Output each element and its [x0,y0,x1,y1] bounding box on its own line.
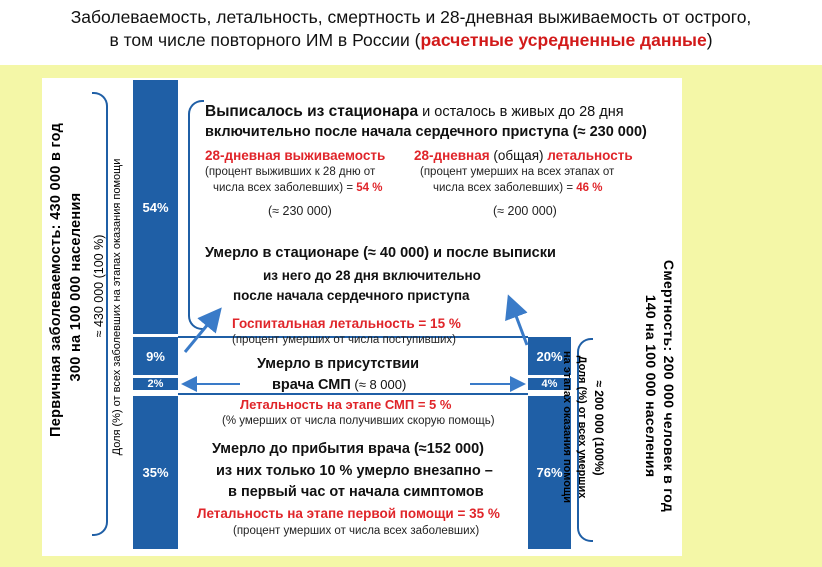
left-bar-2: 2% [133,378,178,390]
died-before-line1: Умерло до прибытия врача (≈152 000) [212,441,484,457]
page-title: Заболеваемость, летальность, смертность … [8,6,814,58]
title-highlight: расчетные усредненные данные [420,30,707,50]
discharged-line1: Выписалось из стационара и осталось в жи… [205,103,624,121]
died-hospital-line2: из него до 28 дня включительно [263,268,481,283]
right-axis-sub-line2: Доля (%) от всех умерших [576,355,588,499]
survival-approx: (≈ 230 000) [268,204,332,218]
lethality28-title-a: 28-дневная [414,148,490,163]
survival-note1: (процент выживших к 28 дню от [205,166,376,178]
first-aid-lethality: Летальность на этапе первой помощи = 35 … [197,506,500,521]
lethality28-note2: числа всех заболевших) = 46 % [433,182,602,194]
hospital-lethality-label: Госпитальная летальность [232,316,415,331]
died-before-line2: из них только 10 % умерло внезапно – [216,463,493,479]
lethality28-value: 46 % [576,182,603,194]
title-line-2-suffix: ) [706,30,713,50]
ems-lethality: Летальность на этапе СМП = 5 % [240,397,452,412]
first-aid-lethality-note: (процент умерших от числа всех заболевши… [233,525,480,537]
left-bar-54: 54% [133,80,178,334]
discharged-rest: и осталось в живых до 28 дня [418,104,624,120]
title-line-1: Заболеваемость, летальность, смертность … [70,7,752,27]
lethality28-title: 28-дневная (общая) летальность [414,148,633,163]
ems-lethality-note: (% умерших от числа получивших скорую по… [222,415,495,427]
survival-value: 54 % [356,182,383,194]
right-axis-main-line2: 140 на 100 000 населения [643,294,659,478]
title-line-2-prefix: в том числе повторного ИМ в России ( [109,30,421,50]
died-ems-line1: Умерло в присутствии [257,356,420,372]
separator-mid [178,393,528,395]
died-ems-rest: (≈ 8 000) [350,377,407,392]
right-brace [577,338,593,542]
right-axis-sub-line3: на этапах оказания помощи [561,351,573,503]
discharged-bold: Выписалось из стационара [205,103,419,120]
died-ems-bold: врача СМП [272,377,351,393]
lethality28-note2-prefix: числа всех заболевших) = [433,182,577,194]
left-bar-9: 9% [133,337,178,375]
discharged-line2: включительно после начала сердечного при… [205,124,647,140]
lethality28-approx: (≈ 200 000) [493,204,557,218]
right-axis-main-line1: Смертность: 200 000 человек в год [661,259,677,513]
upper-brace [188,100,204,330]
died-ems-line2: врача СМП (≈ 8 000) [272,377,406,393]
hospital-lethality: Госпитальная летальность = 15 % [232,316,461,331]
hospital-lethality-note: (процент умерших от числа поступивших) [232,334,457,346]
left-brace [92,92,108,536]
lethality28-title-c: летальность [547,148,633,163]
title-line-2: в том числе повторного ИМ в России (расч… [8,29,814,52]
right-bar-20: 20% [528,337,571,375]
separator-top [178,336,528,338]
left-axis-main-line1: Первичная заболеваемость: 430 000 в год [48,122,64,437]
died-hospital-line3: после начала сердечного приступа [233,288,470,303]
lethality28-note1: (процент умерших на всех этапах от [420,166,615,178]
right-bar-76: 76% [528,396,571,549]
hospital-lethality-value: = 15 % [414,316,461,331]
left-axis-main-line2: 300 на 100 000 населения [68,192,84,382]
right-bar-4: 4% [528,378,571,390]
left-bar-35: 35% [133,396,178,549]
survival-title: 28-дневная выживаемость [205,148,386,163]
left-axis-sub-line2: Доля (%) от всех заболевших на этапах ок… [111,158,123,456]
died-before-line3: в первый час от начала симптомов [228,484,484,500]
died-hospital-line1: Умерло в стационаре (≈ 40 000) и после в… [205,245,556,261]
lethality28-title-b: (общая) [489,148,548,163]
right-axis-sub-line1: ≈ 200 000 (100%) [592,380,606,476]
survival-note2-prefix: числа всех заболевших) = [213,182,357,194]
survival-note2: числа всех заболевших) = 54 % [213,182,382,194]
